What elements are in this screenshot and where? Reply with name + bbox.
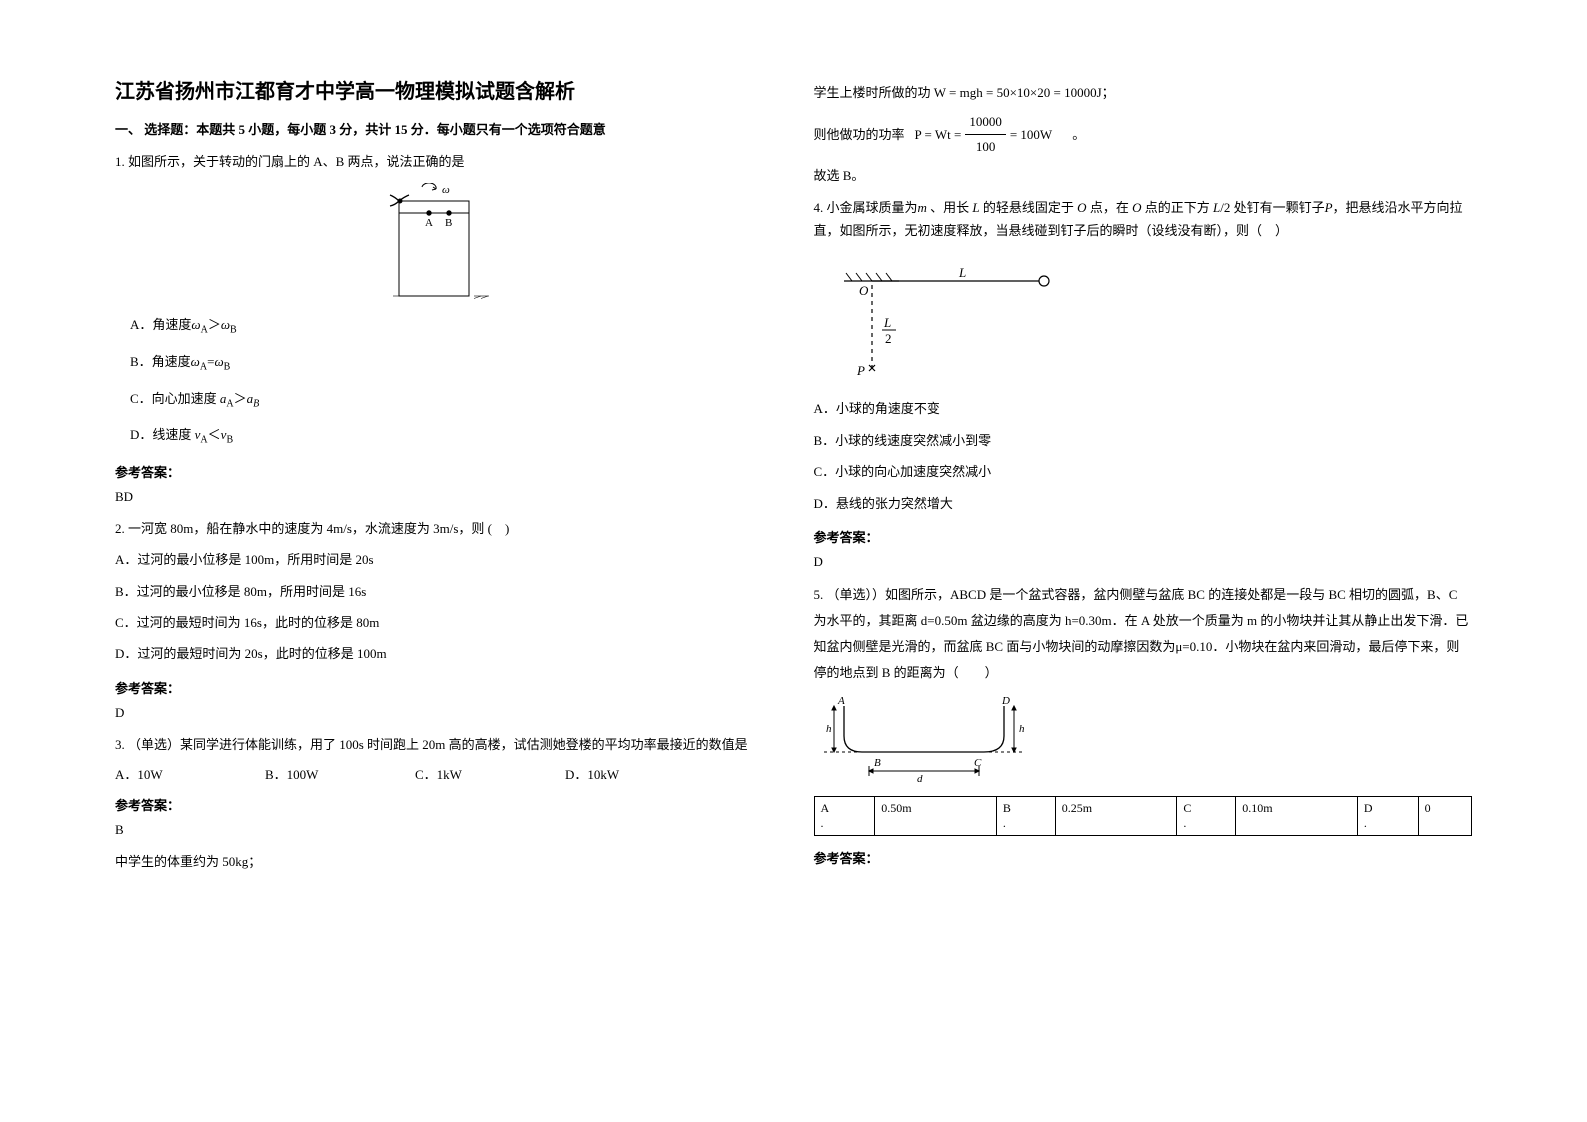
q5-cell-c: C. — [1177, 796, 1236, 835]
q1-stem: 1. 如图所示，关于转动的门扇上的 A、B 两点，说法正确的是 — [115, 150, 774, 173]
svg-text:O: O — [859, 283, 869, 298]
q3-answer-label: 参考答案： — [115, 795, 774, 814]
q3-expl1: 中学生的体重约为 50kg； — [115, 850, 774, 873]
q3-choice-a: A．10W — [115, 764, 265, 783]
q4-option-c: C．小球的向心加速度突然减小 — [814, 460, 1473, 483]
q4-option-a: A．小球的角速度不变 — [814, 397, 1473, 420]
svg-text:h: h — [1019, 723, 1025, 735]
q5-answer-label: 参考答案： — [814, 848, 1473, 867]
q2-option-c: C．过河的最短时间为 16s，此时的位移是 80m — [115, 611, 774, 634]
q1-answer-label: 参考答案： — [115, 462, 774, 481]
q2-answer-label: 参考答案： — [115, 678, 774, 697]
svg-text:P: P — [856, 363, 865, 378]
q1-answer: BD — [115, 489, 774, 505]
q3-f-right: = 100W — [1010, 123, 1052, 146]
section-header: 一、 选择题：本题共 5 小题，每小题 3 分，共计 15 分．每小题只有一个选… — [115, 119, 774, 138]
left-column: 江苏省扬州市江都育才中学高一物理模拟试题含解析 一、 选择题：本题共 5 小题，… — [95, 75, 794, 1047]
q5-stem: 5. （单选））如图所示，ABCD 是一个盆式容器，盆内侧壁与盆底 BC 的连接… — [814, 582, 1473, 686]
svg-text:B: B — [445, 217, 452, 229]
q2-option-b: B．过河的最小位移是 80m，所用时间是 16s — [115, 580, 774, 603]
q3-expl2-formula: W = mgh = 50×10×20 = 10000J — [934, 85, 1102, 100]
q2-answer: D — [115, 705, 774, 721]
q4-answer: D — [814, 554, 1473, 570]
q5-cell-d-val: 0 — [1418, 796, 1471, 835]
q1-diagram: ω A B — [115, 183, 774, 303]
q3-f-top: 10000 — [965, 110, 1006, 134]
q3-choice-d: D．10kW — [565, 764, 715, 783]
q1-option-b: B．角速度ωA=ωB — [130, 350, 774, 377]
q5-cell-c-val: 0.10m — [1236, 796, 1358, 835]
svg-text:A: A — [837, 696, 845, 707]
q5-cell-b-val: 0.25m — [1055, 796, 1177, 835]
q2-option-a: A．过河的最小位移是 100m，所用时间是 20s — [115, 548, 774, 571]
q4-answer-label: 参考答案： — [814, 527, 1473, 546]
q3-answer: B — [115, 822, 774, 838]
svg-text:C: C — [974, 757, 982, 769]
q3-expl3-pre: 则他做功的功率 — [814, 123, 905, 146]
svg-text:h: h — [826, 723, 832, 735]
svg-text:B: B — [874, 757, 881, 769]
svg-text:d: d — [917, 773, 923, 785]
q2-stem: 2. 一河宽 80m，船在静水中的速度为 4m/s，水流速度为 3m/s，则 (… — [115, 517, 774, 540]
right-column: 学生上楼时所做的功 W = mgh = 50×10×20 = 10000J； 则… — [794, 75, 1493, 1047]
svg-text:ω: ω — [442, 184, 450, 196]
q5-table: A. 0.50m B. 0.25m C. 0.10m D. 0 — [814, 796, 1473, 836]
q5-cell-b: B. — [996, 796, 1055, 835]
q2-option-d: D．过河的最短时间为 20s，此时的位移是 100m — [115, 642, 774, 665]
svg-text:A: A — [425, 217, 433, 229]
svg-text:L: L — [883, 315, 891, 330]
q4-diagram: O L P L 2 — [844, 267, 1473, 382]
q3-choice-c: C．1kW — [415, 764, 565, 783]
q3-expl3: 则他做功的功率 P = Wt = 10000 100 = 100W 。 — [814, 110, 1473, 158]
q3-f-left: P = Wt = — [915, 123, 962, 146]
q3-stem: 3. （单选）某同学进行体能训练，用了 100s 时间跑上 20m 高的高楼，试… — [115, 733, 774, 756]
svg-text:D: D — [1001, 696, 1010, 707]
q4-option-b: B．小球的线速度突然减小到零 — [814, 429, 1473, 452]
q5-cell-d: D. — [1357, 796, 1418, 835]
q1-option-c: C．向心加速度 aA＞aB — [130, 387, 774, 414]
q3-choice-b: B．100W — [265, 764, 415, 783]
q3-expl2: 学生上楼时所做的功 W = mgh = 50×10×20 = 10000J； — [814, 81, 1473, 104]
q5-cell-a: A. — [814, 796, 875, 835]
page-title: 江苏省扬州市江都育才中学高一物理模拟试题含解析 — [115, 75, 774, 104]
svg-text:2: 2 — [885, 331, 892, 346]
q5-diagram: A D B C h h d — [824, 696, 1473, 786]
q4-option-d: D．悬线的张力突然增大 — [814, 492, 1473, 515]
q3-expl4: 故选 B。 — [814, 164, 1473, 187]
q4-stem: 4. 小金属球质量为m 、用长 L 的轻悬线固定于 O 点，在 O 点的正下方 … — [814, 196, 1473, 243]
svg-text:L: L — [958, 267, 966, 280]
q1-option-a: A．角速度ωA＞ωB — [130, 313, 774, 340]
q3-expl2-pre: 学生上楼时所做的功 — [814, 85, 934, 100]
q3-choices: A．10W B．100W C．1kW D．10kW — [115, 764, 774, 783]
q3-f-bot: 100 — [976, 135, 996, 158]
q5-cell-a-val: 0.50m — [875, 796, 997, 835]
q1-option-d: D．线速度 vA＜vB — [130, 423, 774, 450]
